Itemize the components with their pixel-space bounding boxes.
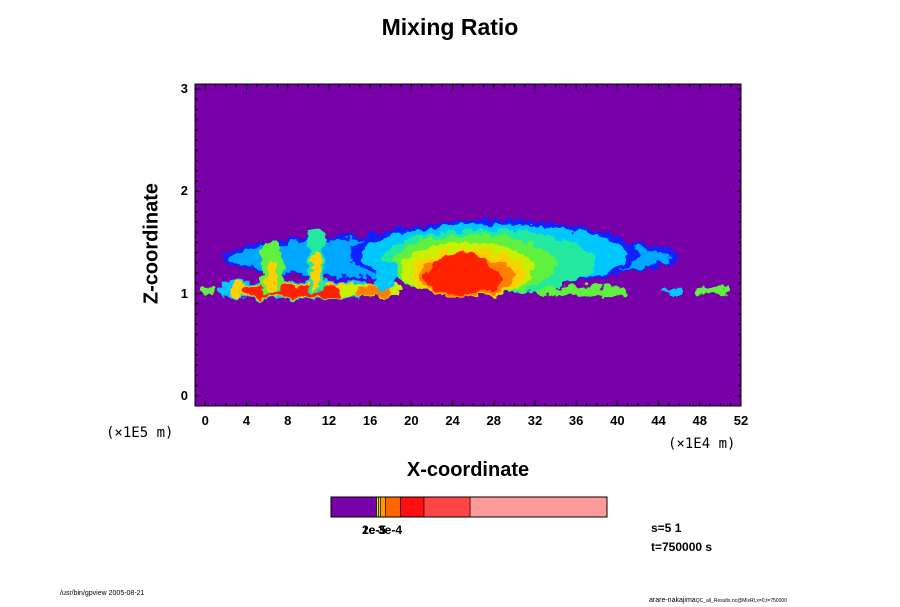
y-tick-label-3: 3 — [180, 81, 188, 97]
y-tick-label-1: 1 — [180, 285, 188, 301]
y-scale-label: (×1E5 m) — [106, 425, 174, 441]
colorbar-segment-0 — [330, 496, 377, 518]
footer-right-small: QC_all_Results.nc@MixRt,x=0,t=750000 — [695, 598, 787, 604]
cloud-layer-10 — [431, 252, 489, 288]
x-tick-label-52: 52 — [733, 413, 749, 428]
axis-ticks — [195, 84, 742, 406]
colorbar-label-1: 1e-5 — [362, 523, 387, 537]
x-tick-label-44: 44 — [651, 413, 666, 428]
y-tick-label-0: 0 — [180, 387, 188, 403]
annotation-t: t=750000 s — [651, 540, 713, 554]
chart-title: Mixing Ratio — [381, 14, 519, 40]
cloud-band-5 — [354, 287, 391, 296]
cloud-band-3 — [241, 285, 340, 297]
cloud-tower-1 — [267, 262, 278, 292]
x-axis-label: X-coordinate — [406, 459, 530, 481]
cloud-band-8 — [694, 287, 731, 295]
y-tick-label-2: 2 — [180, 183, 188, 199]
x-tick-label-4: 4 — [242, 413, 251, 428]
x-tick-label-20: 20 — [404, 413, 419, 428]
colorbar-segment-5 — [400, 496, 425, 518]
x-tick-label-8: 8 — [284, 413, 292, 428]
colorbar-segment-6 — [423, 496, 471, 518]
cloud-field — [200, 219, 731, 299]
cloud-tower-4 — [375, 260, 396, 289]
cloud-band-6 — [534, 287, 628, 296]
annotation-s: s=5 1 — [651, 521, 682, 535]
colorbar-label-2: 2e-5 — [362, 523, 387, 537]
plot-frame — [194, 83, 742, 407]
footer-right-main: arare-nakajima — [649, 597, 696, 604]
colorbar-label-3: 3e-4 — [378, 523, 403, 537]
cloud-band-7 — [658, 288, 685, 294]
cloud-band-0 — [200, 287, 218, 296]
x-tick-label-0: 0 — [201, 413, 209, 428]
colorbar-segment-3 — [380, 496, 386, 518]
x-tick-label-12: 12 — [321, 413, 337, 428]
colorbar-labels: 1e-5 2e-5 3e-4 — [362, 523, 422, 539]
y-axis-label: Z-coordinate — [140, 182, 163, 305]
x-tick-label-24: 24 — [445, 413, 460, 428]
x-tick-label-28: 28 — [486, 413, 501, 428]
x-tick-label-40: 40 — [610, 413, 625, 428]
footer-right: arare-nakajimaQC_all_Results.nc@MixRt,x=… — [649, 589, 787, 607]
x-tick-label-36: 36 — [568, 413, 584, 428]
colorbar — [330, 496, 608, 518]
cloud-tower-3 — [311, 252, 321, 292]
x-tick-label-48: 48 — [692, 413, 708, 428]
colorbar-frame — [330, 496, 608, 518]
x-tick-label-16: 16 — [362, 413, 378, 428]
x-tick-label-32: 32 — [527, 413, 543, 428]
colorbar-segment-4 — [385, 496, 401, 518]
footer-left: /usr/bin/gpview 2005-08-21 — [60, 590, 145, 597]
colorbar-segment-7 — [469, 496, 608, 518]
x-scale-label: (×1E4 m) — [668, 436, 736, 452]
